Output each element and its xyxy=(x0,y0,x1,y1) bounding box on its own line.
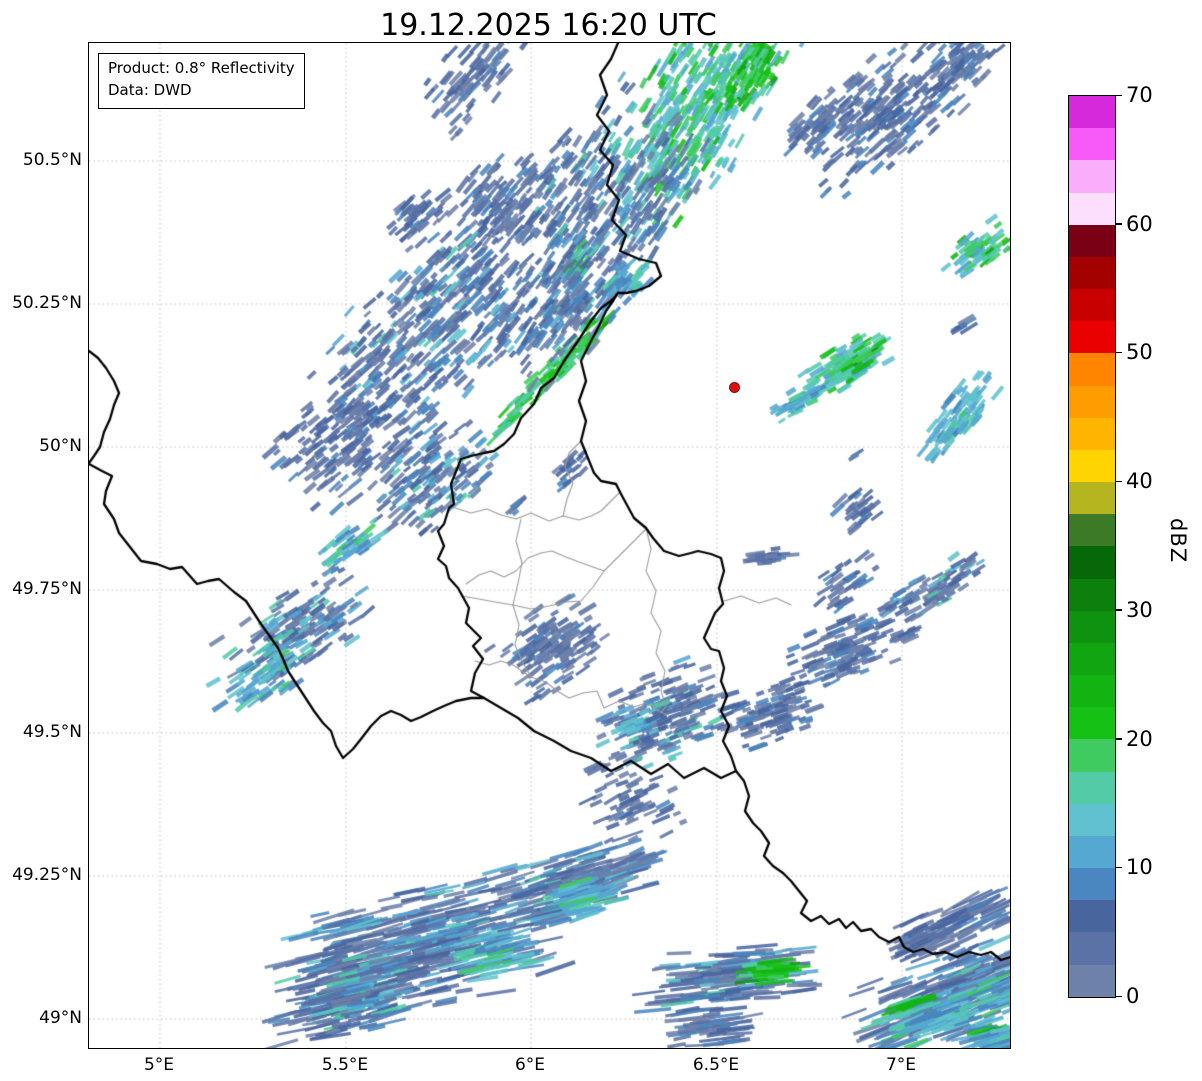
product-label: Product: 0.8° Reflectivity xyxy=(108,59,295,77)
colorbar-band xyxy=(1069,900,1115,933)
y-tick-label: 50.25°N xyxy=(12,293,82,313)
colorbar-tick-mark xyxy=(1115,866,1122,869)
y-tick-label: 50.5°N xyxy=(22,150,82,170)
colorbar-tick-label: 70 xyxy=(1126,83,1153,107)
colorbar-band xyxy=(1069,353,1115,386)
figure-title: 19.12.2025 16:20 UTC xyxy=(380,8,717,43)
colorbar-band xyxy=(1069,514,1115,547)
colorbar-band xyxy=(1069,578,1115,611)
colorbar-band xyxy=(1069,610,1115,643)
y-tick-label: 49.25°N xyxy=(12,865,82,885)
x-tick-label: 6°E xyxy=(514,1055,546,1075)
radar-site-marker xyxy=(728,381,740,393)
colorbar-band xyxy=(1069,675,1115,708)
colorbar-band xyxy=(1069,256,1115,290)
colorbar-tick-label: 20 xyxy=(1126,726,1153,751)
colorbar-tick-mark xyxy=(1115,609,1122,611)
colorbar-band xyxy=(1069,642,1115,676)
colorbar-band xyxy=(1069,160,1115,193)
colorbar-tick-mark xyxy=(1115,223,1122,225)
colorbar-band xyxy=(1069,289,1115,322)
colorbar-band xyxy=(1069,771,1115,804)
x-tick-label: 5.5°E xyxy=(321,1055,369,1075)
colorbar-tick-label: 40 xyxy=(1126,469,1153,494)
colorbar-tick-mark xyxy=(1115,995,1122,997)
colorbar-band xyxy=(1069,546,1115,579)
data-source-label: Data: DWD xyxy=(108,80,192,99)
x-tick-label: 7°E xyxy=(885,1055,917,1075)
colorbar-tick-label: 60 xyxy=(1126,211,1153,236)
x-tick-label: 5°E xyxy=(143,1055,175,1075)
colorbar-band xyxy=(1069,803,1115,836)
colorbar-band xyxy=(1069,739,1115,772)
colorbar-band xyxy=(1069,321,1115,354)
colorbar-band xyxy=(1069,449,1115,483)
colorbar-tick-mark xyxy=(1115,351,1122,354)
colorbar-band xyxy=(1069,707,1115,740)
colorbar-band xyxy=(1069,868,1115,901)
colorbar xyxy=(1068,95,1116,998)
colorbar-tick-label: 10 xyxy=(1126,855,1153,880)
colorbar-tick-mark xyxy=(1115,480,1122,483)
colorbar-band xyxy=(1069,932,1115,965)
y-tick-label: 49.5°N xyxy=(22,722,82,742)
colorbar-band xyxy=(1069,96,1115,129)
map-area: Product: 0.8° Reflectivity Data: DWD xyxy=(88,42,1011,1049)
y-tick-label: 49.75°N xyxy=(12,579,82,599)
colorbar-tick-label: 30 xyxy=(1126,597,1153,622)
colorbar-band xyxy=(1069,482,1115,515)
colorbar-band xyxy=(1069,128,1115,161)
colorbar-tick-mark xyxy=(1115,738,1122,740)
y-tick-label: 49°N xyxy=(39,1008,82,1028)
colorbar-tick-label: 50 xyxy=(1126,340,1153,365)
colorbar-band xyxy=(1069,385,1115,418)
x-tick-label: 6.5°E xyxy=(692,1055,740,1075)
colorbar-band xyxy=(1069,224,1115,257)
y-tick-label: 50°N xyxy=(39,436,82,456)
colorbar-tick-label: 0 xyxy=(1126,984,1140,1008)
colorbar-tick-mark xyxy=(1115,94,1122,96)
colorbar-band xyxy=(1069,835,1115,869)
colorbar-band xyxy=(1069,417,1115,450)
product-info-box: Product: 0.8° Reflectivity Data: DWD xyxy=(98,53,305,109)
colorbar-band xyxy=(1069,192,1115,225)
radar-map-canvas xyxy=(89,43,1010,1048)
colorbar-unit-label: dBZ xyxy=(1166,517,1190,563)
colorbar-band xyxy=(1069,964,1115,997)
